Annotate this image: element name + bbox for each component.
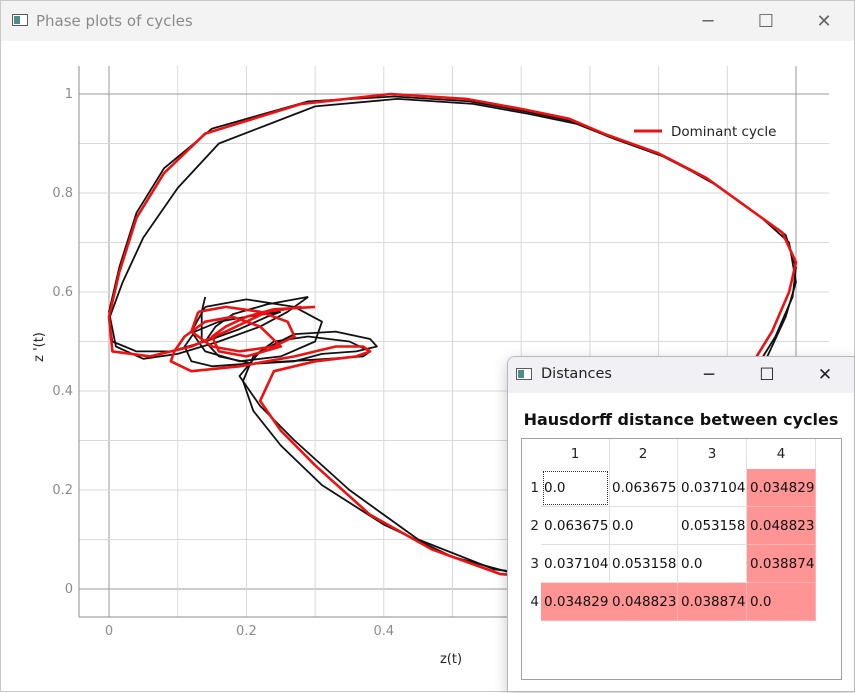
- distances-minimize-button[interactable]: ─: [703, 365, 715, 385]
- series-line-cycle: [200, 296, 207, 342]
- table-cell[interactable]: 0.034829: [747, 469, 816, 507]
- column-header[interactable]: 3: [678, 439, 747, 469]
- distances-window-icon: [516, 368, 532, 380]
- table-cell[interactable]: 0.038874: [747, 545, 816, 583]
- y-axis-label: z '(t): [32, 332, 47, 362]
- minimize-button[interactable]: ─: [702, 10, 714, 32]
- table-cell[interactable]: 0.0: [609, 507, 678, 545]
- distances-title-bar[interactable]: Distances ─ ☐ ✕: [508, 357, 854, 393]
- table-cell[interactable]: 0.038874: [678, 583, 747, 621]
- phase-plot-chart: 0 0.2 0.4 0 0.2 0.4 0.6 0.8 1 z(t) z '(t) Domina…: [32, 66, 829, 667]
- distances-window: Distances ─ ☐ ✕ Hausdorff distance betwe…: [507, 356, 855, 692]
- x-tick-label: 0: [105, 624, 113, 639]
- y-tick-label: 1: [65, 87, 73, 102]
- x-axis-label: z(t): [440, 652, 462, 667]
- table-cell[interactable]: 0.037104: [541, 545, 610, 583]
- series-line-dominant-cycle: [190, 305, 296, 353]
- row-header[interactable]: 2: [530, 518, 539, 534]
- main-window-title: Phase plots of cycles: [36, 12, 193, 30]
- table-cell[interactable]: 0.037104: [678, 469, 747, 507]
- row-header[interactable]: 4: [530, 594, 539, 610]
- distances-table[interactable]: 1 2 3 4 1 2 3 4 0.0 0.063675 0.037104 0.034829 0.063…: [521, 438, 842, 680]
- y-tick-label: 0.4: [52, 384, 73, 399]
- table-cell[interactable]: 0.0: [747, 583, 816, 621]
- legend: Dominant cycle: [634, 124, 776, 140]
- y-tick-label: 0.6: [52, 285, 73, 300]
- close-button[interactable]: ✕: [816, 10, 832, 32]
- main-title-bar[interactable]: Phase plots of cycles ─ ☐ ✕: [1, 1, 854, 41]
- legend-label-dominant-cycle: Dominant cycle: [671, 124, 776, 140]
- x-tick-label: 0.2: [236, 624, 257, 639]
- series-line-cycle: [190, 298, 323, 363]
- maximize-button[interactable]: ☐: [757, 10, 775, 32]
- y-tick-label: 0: [65, 582, 73, 597]
- distances-maximize-button[interactable]: ☐: [759, 365, 775, 385]
- row-header[interactable]: 3: [530, 556, 539, 572]
- row-header[interactable]: 1: [530, 480, 539, 496]
- table-cell[interactable]: 0.063675: [541, 507, 610, 545]
- table-cell[interactable]: 0.048823: [609, 583, 678, 621]
- distances-table-heading: Hausdorff distance between cycles: [523, 410, 839, 429]
- column-header[interactable]: 4: [747, 439, 816, 469]
- table-cell[interactable]: 0.063675: [609, 469, 678, 507]
- column-header[interactable]: 1: [541, 439, 610, 469]
- table-cell[interactable]: 0.048823: [747, 507, 816, 545]
- table-cell[interactable]: 0.0: [541, 469, 610, 507]
- distances-close-button[interactable]: ✕: [817, 365, 833, 385]
- column-header[interactable]: 2: [609, 439, 678, 469]
- table-cell[interactable]: 0.0: [678, 545, 747, 583]
- table-cell[interactable]: 0.034829: [541, 583, 610, 621]
- y-tick-label: 0.2: [52, 483, 73, 498]
- table-cell[interactable]: 0.053158: [678, 507, 747, 545]
- distances-window-title: Distances: [541, 366, 612, 382]
- app-window-icon: [12, 14, 28, 26]
- table-cell[interactable]: 0.053158: [609, 545, 678, 583]
- y-tick-label: 0.8: [52, 186, 73, 201]
- x-tick-label: 0.4: [373, 624, 394, 639]
- plot-axis-ticks: 0 0.2 0.4 0 0.2 0.4 0.6 0.8 1: [52, 87, 394, 639]
